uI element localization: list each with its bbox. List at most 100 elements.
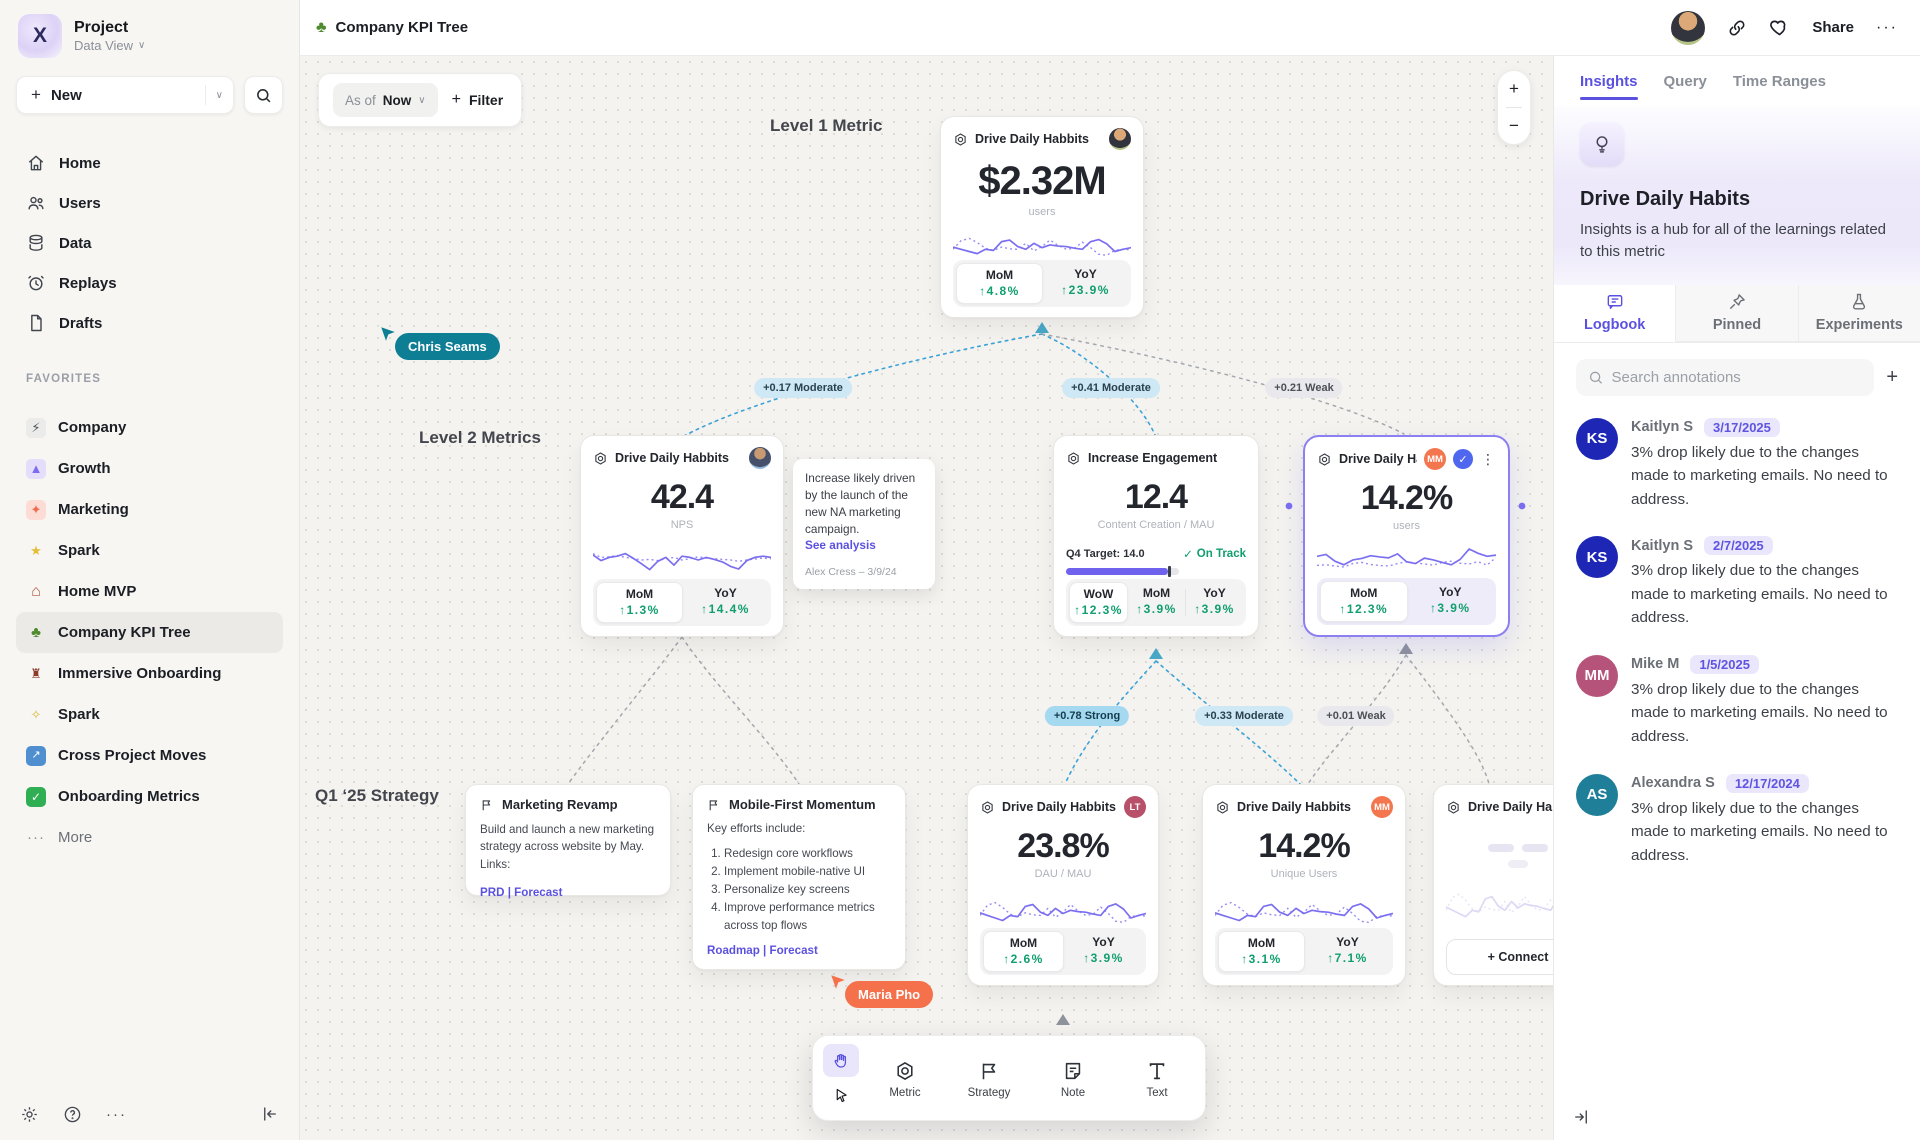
correlation-pill[interactable]: +0.41 Moderate: [1062, 378, 1160, 398]
tab-pinned[interactable]: Pinned: [1676, 284, 1799, 342]
owner-badge[interactable]: LT: [1124, 796, 1146, 818]
sidebar-item-cross-project-moves[interactable]: ↗ Cross Project Moves: [16, 735, 283, 776]
yoy-cell[interactable]: YoY ↑7.1%: [1327, 935, 1368, 965]
metric-card-drive-daily-habits-unique[interactable]: Drive Daily Habbits MM 14.2% Unique User…: [1202, 784, 1406, 986]
yoy-cell[interactable]: YoY ↑14.4%: [701, 586, 750, 616]
sidebar-item-data[interactable]: Data: [16, 223, 283, 263]
kpi-tree-canvas[interactable]: As of Now ∨ + Filter + − Level 1 Metric: [300, 56, 1553, 1140]
owner-badge[interactable]: MM: [1424, 448, 1446, 470]
annotation-note-card[interactable]: Increase likely driven by the launch of …: [793, 459, 935, 590]
correlation-pill[interactable]: +0.78 Strong: [1044, 706, 1130, 726]
tab-logbook[interactable]: Logbook: [1554, 284, 1677, 342]
zoom-in-button[interactable]: +: [1497, 71, 1531, 107]
select-tool-button[interactable]: [823, 1079, 859, 1112]
yoy-cell[interactable]: YoY ↑3.9%: [1083, 935, 1124, 965]
metric-card-partial[interactable]: Drive Daily Hab + Connect: [1433, 784, 1553, 986]
copy-link-button[interactable]: [1727, 18, 1747, 38]
mom-cell[interactable]: MoM ↑3.9%: [1136, 586, 1177, 616]
add-annotation-button[interactable]: +: [1886, 365, 1898, 388]
metric-card-increase-engagement[interactable]: Increase Engagement 12.4 Content Creatio…: [1053, 435, 1259, 637]
sidebar-item-onboarding-metrics[interactable]: ✓ Onboarding Metrics: [16, 776, 283, 817]
sidebar-item-company[interactable]: ⚡ Company: [16, 407, 283, 448]
tab-insights[interactable]: Insights: [1580, 56, 1638, 106]
metric-card-drive-daily-habits-nps[interactable]: Drive Daily Habbits 42.4 NPS MoM ↑1.3% Yo…: [580, 435, 784, 637]
tab-query[interactable]: Query: [1663, 72, 1707, 90]
yoy-cell[interactable]: YoY ↑3.9%: [1429, 585, 1471, 615]
metric-card-drive-daily-habits-dau[interactable]: Drive Daily Habbits LT 23.8% DAU / MAU M…: [967, 784, 1159, 986]
see-analysis-link[interactable]: See analysis: [805, 538, 876, 553]
owner-avatar[interactable]: [749, 447, 771, 469]
strategy-links[interactable]: PRD | Forecast: [480, 886, 563, 900]
sidebar-item-spark[interactable]: ★ Spark: [16, 530, 283, 571]
annotation-date[interactable]: 12/17/2024: [1725, 773, 1809, 793]
search-icon: [257, 88, 271, 102]
card-menu-button[interactable]: ⋮: [1481, 450, 1495, 467]
share-button[interactable]: Share: [1812, 19, 1855, 36]
strategy-card-mobile-first-momentum[interactable]: Mobile-First Momentum Key efforts includ…: [692, 784, 906, 970]
sidebar-item-growth[interactable]: ▲ Growth: [16, 448, 283, 489]
hand-tool-button[interactable]: [823, 1044, 859, 1077]
owner-avatar[interactable]: [1109, 128, 1131, 150]
zoom-out-button[interactable]: −: [1497, 108, 1531, 144]
annotation-date[interactable]: 1/5/2025: [1690, 654, 1759, 674]
collapse-sidebar-button[interactable]: [261, 1105, 279, 1123]
mom-cell[interactable]: MoM ↑4.8%: [956, 263, 1043, 304]
text-tool-button[interactable]: Text: [1119, 1057, 1195, 1099]
strategy-tool-button[interactable]: Strategy: [951, 1057, 1027, 1099]
settings-button[interactable]: [20, 1105, 39, 1124]
home-icon: [28, 155, 44, 171]
tab-time-ranges[interactable]: Time Ranges: [1732, 72, 1826, 90]
yoy-cell[interactable]: YoY ↑3.9%: [1194, 586, 1235, 616]
annotation-item[interactable]: KS Kaitlyn S 2/7/2025 3% drop likely due…: [1576, 536, 1898, 630]
strategy-card-marketing-revamp[interactable]: Marketing Revamp Build and launch a new …: [465, 784, 671, 900]
collapse-panel-button[interactable]: [1572, 1108, 1590, 1126]
connect-button[interactable]: + Connect: [1446, 939, 1553, 975]
metric-tool-button[interactable]: Metric: [867, 1057, 943, 1099]
sidebar-item-home-mvp[interactable]: ⌂ Home MVP: [16, 571, 283, 612]
wow-cell[interactable]: WoW ↑12.3%: [1069, 582, 1128, 623]
search-button[interactable]: [244, 76, 283, 114]
more-menu-button[interactable]: ···: [1876, 18, 1898, 36]
sidebar-item-marketing[interactable]: ✦ Marketing: [16, 489, 283, 530]
note-tool-button[interactable]: Note: [1035, 1057, 1111, 1099]
new-button[interactable]: + New ∨: [16, 76, 234, 114]
correlation-pill[interactable]: +0.17 Moderate: [754, 378, 852, 398]
correlation-pill[interactable]: +0.21 Weak: [1265, 378, 1343, 398]
workspace-selector[interactable]: Data View ∨: [74, 38, 146, 53]
more-options-button[interactable]: ···: [106, 1105, 127, 1123]
add-filter-button[interactable]: + Filter: [451, 91, 504, 108]
sidebar-item-spark-2[interactable]: ✧ Spark: [16, 694, 283, 735]
project-switcher[interactable]: X Project Data View ∨: [16, 14, 283, 58]
sidebar-item-replays[interactable]: Replays: [16, 263, 283, 303]
tab-experiments[interactable]: Experiments: [1798, 284, 1920, 342]
plus-icon: +: [31, 85, 41, 104]
sidebar-item-users[interactable]: Users: [16, 183, 283, 223]
correlation-pill[interactable]: +0.01 Weak: [1317, 706, 1395, 726]
favorite-button[interactable]: [1769, 17, 1790, 38]
as-of-dropdown[interactable]: As of Now ∨: [333, 83, 438, 117]
mom-cell[interactable]: MoM ↑2.6%: [983, 931, 1064, 972]
metric-card-drive-daily-habits-selected[interactable]: Drive Daily Habb.. MM ✓ ⋮ 14.2% users Mo…: [1303, 435, 1510, 637]
annotation-item[interactable]: AS Alexandra S 12/17/2024 3% drop likely…: [1576, 773, 1898, 868]
sidebar-item-company-kpi-tree[interactable]: ♣ Company KPI Tree: [16, 612, 283, 653]
correlation-pill[interactable]: +0.33 Moderate: [1195, 706, 1293, 726]
mom-cell[interactable]: MoM ↑3.1%: [1218, 931, 1305, 972]
annotation-item[interactable]: MM Mike M 1/5/2025 3% drop likely due to…: [1576, 654, 1898, 749]
yoy-cell[interactable]: YoY ↑23.9%: [1061, 267, 1110, 297]
search-input[interactable]: [1611, 368, 1863, 386]
strategy-links[interactable]: Roadmap | Forecast: [707, 944, 818, 958]
annotation-date[interactable]: 3/17/2025: [1704, 417, 1780, 437]
mom-cell[interactable]: MoM ↑1.3%: [596, 582, 683, 623]
help-button[interactable]: [63, 1105, 82, 1124]
annotation-search[interactable]: [1576, 358, 1875, 396]
sidebar-item-home[interactable]: Home: [16, 143, 283, 183]
sidebar-item-more[interactable]: ··· More: [27, 829, 93, 846]
metric-card-drive-daily-habits-l1[interactable]: Drive Daily Habbits $2.32M users MoM ↑4.8…: [940, 116, 1144, 318]
owner-badge[interactable]: MM: [1371, 796, 1393, 818]
user-avatar[interactable]: [1671, 10, 1706, 45]
sidebar-item-immersive-onboarding[interactable]: ♜ Immersive Onboarding: [16, 653, 283, 694]
sidebar-item-drafts[interactable]: Drafts: [16, 303, 283, 343]
annotation-item[interactable]: KS Kaitlyn S 3/17/2025 3% drop likely du…: [1576, 417, 1898, 512]
annotation-date[interactable]: 2/7/2025: [1704, 536, 1773, 556]
mom-cell[interactable]: MoM ↑12.3%: [1320, 581, 1408, 622]
